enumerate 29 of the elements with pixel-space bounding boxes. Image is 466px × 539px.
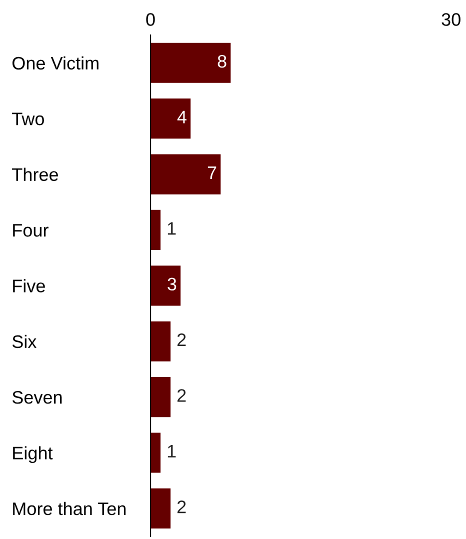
data-label: 2 [177, 500, 186, 514]
bar [150, 488, 171, 529]
y-tick-label: Four [13, 224, 48, 237]
y-tick-label: Five [13, 279, 45, 292]
data-label: 1 [168, 222, 176, 235]
x-tick-label: 30 [442, 13, 460, 26]
data-label: 3 [168, 278, 176, 291]
bar [150, 210, 161, 250]
bar [150, 98, 191, 139]
bar [150, 432, 161, 473]
x-tick-label: 0 [146, 13, 155, 26]
y-tick-label: Seven [12, 391, 62, 404]
y-tick-label: Six [12, 334, 37, 348]
bar [150, 377, 171, 418]
data-label: 2 [177, 389, 186, 402]
y-tick-label: Eight [13, 446, 53, 464]
data-label: 7 [208, 166, 216, 179]
bar [150, 154, 221, 194]
y-tick-label: More than Ten [13, 502, 126, 516]
bar [150, 321, 171, 362]
bar [150, 42, 231, 83]
y-tick-label: Three [12, 168, 58, 181]
data-label: 8 [218, 54, 226, 68]
y-tick-label: One Victim [12, 56, 98, 70]
bar [150, 266, 181, 306]
data-label: 2 [177, 333, 186, 346]
data-label: 4 [177, 110, 186, 124]
y-tick-label: Two [12, 112, 44, 126]
data-label: 1 [168, 445, 176, 458]
